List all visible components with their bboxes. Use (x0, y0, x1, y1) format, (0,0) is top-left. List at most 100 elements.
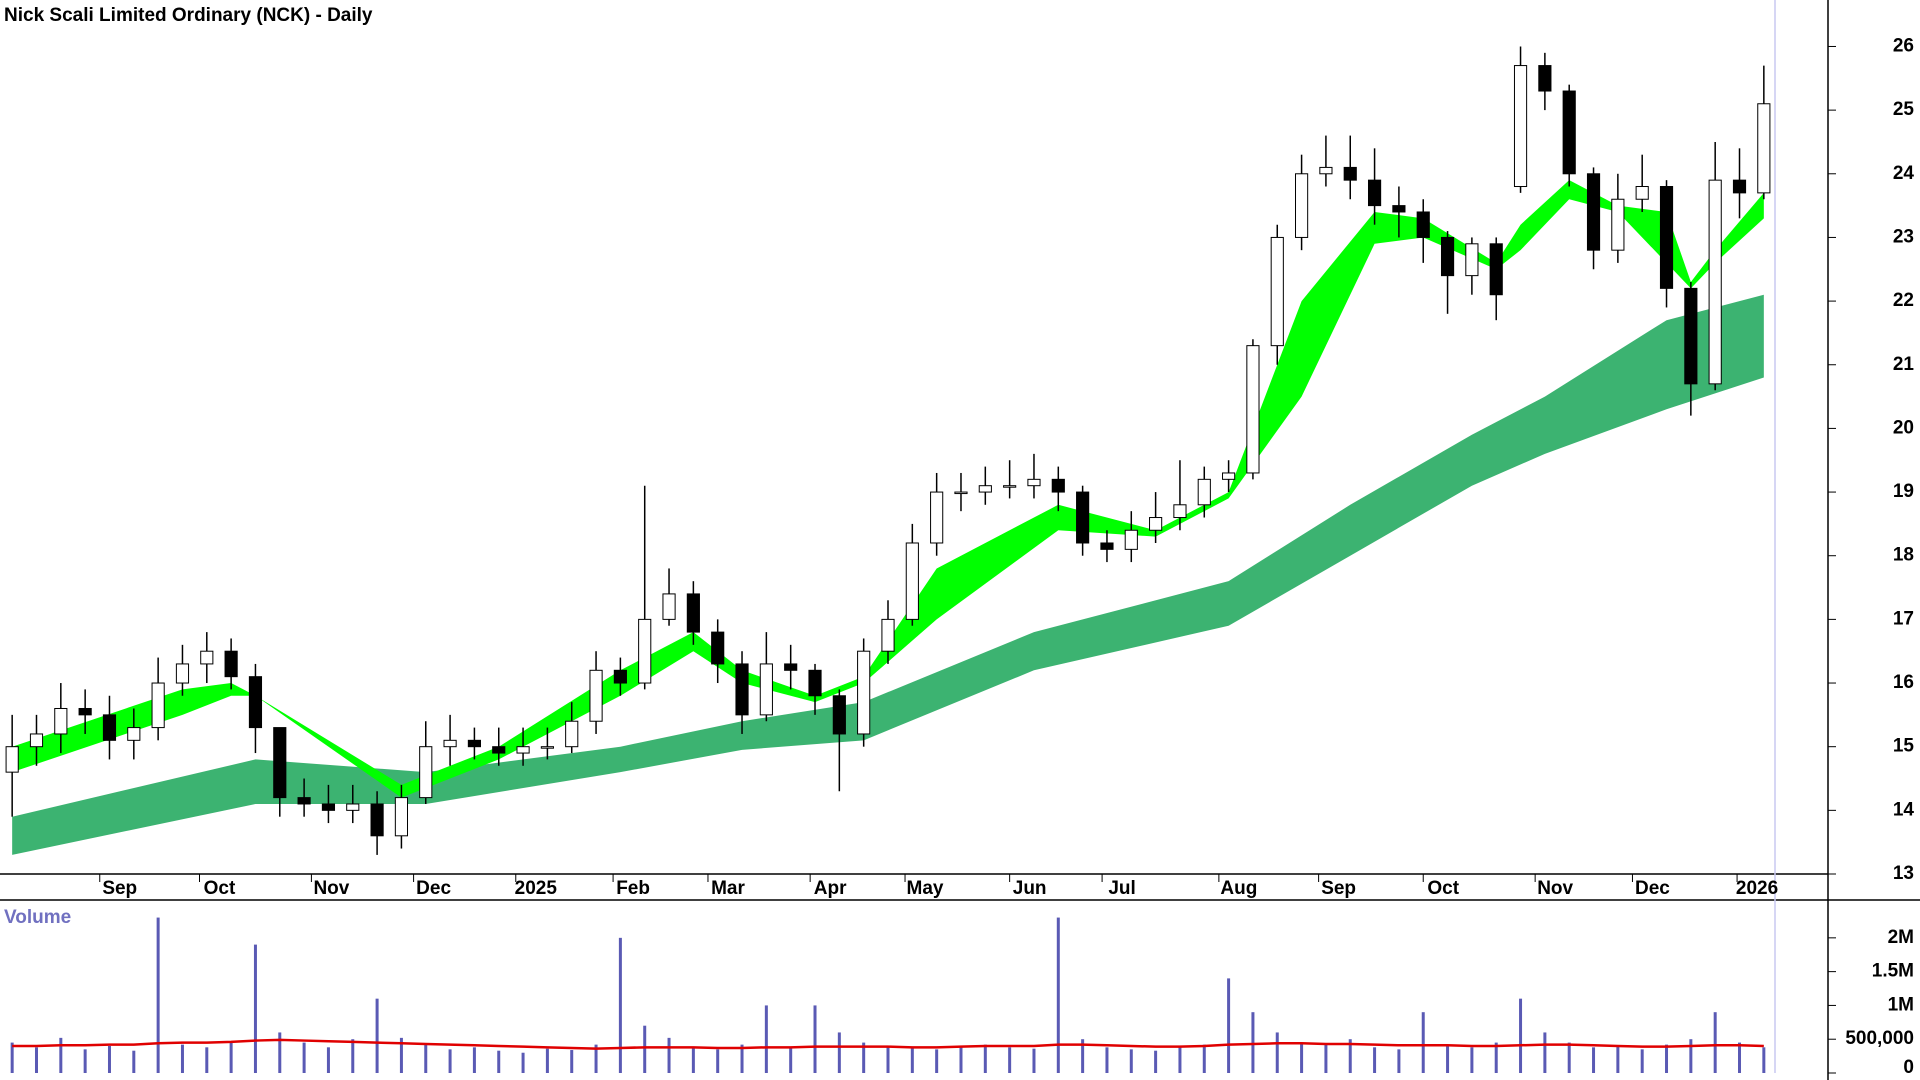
volume-bar (1105, 1047, 1109, 1073)
volume-average (12, 1038, 1764, 1050)
volume-bar (716, 1049, 720, 1073)
candle-body (1027, 478, 1041, 487)
candle-body (1149, 517, 1163, 531)
candle-body (102, 714, 117, 741)
candle-body (1659, 186, 1674, 289)
candle-body (1124, 529, 1138, 550)
band (12, 294, 1764, 855)
candle-body (589, 669, 603, 722)
volume-bar (180, 1044, 184, 1073)
candle-body (711, 631, 725, 665)
candle-body (1173, 504, 1187, 519)
volume-bar (1762, 1047, 1766, 1073)
candle-body (1732, 179, 1747, 194)
candle-body (1465, 243, 1479, 277)
candle-body (1513, 65, 1528, 188)
volume-bar (1446, 1044, 1450, 1073)
volume-bar (278, 1032, 282, 1073)
candle-body (1222, 472, 1236, 480)
candle-body (127, 727, 141, 741)
x-tick-label: Oct (204, 878, 236, 899)
volume-bar (302, 1042, 306, 1073)
y-tick-label: 14 (1893, 799, 1915, 820)
volume-bar (1324, 1044, 1328, 1073)
volume-bar (253, 944, 257, 1073)
volume-bar (10, 1042, 14, 1073)
volume-bar (521, 1052, 525, 1073)
candle-body (686, 593, 700, 633)
volume-bar (83, 1049, 87, 1073)
volume-bar (1519, 998, 1523, 1073)
candle-body (1003, 485, 1017, 488)
volume-title: Volume (4, 907, 71, 928)
volume-bar (837, 1032, 841, 1073)
candle-body (1489, 243, 1503, 296)
band (12, 180, 1764, 798)
volume-bar (1713, 1012, 1717, 1073)
candle-body (394, 797, 409, 837)
candle-body (1100, 542, 1114, 550)
x-tick-label: Sep (102, 878, 137, 899)
candle-body (78, 707, 92, 716)
x-tick-label: 2026 (1736, 878, 1778, 899)
candle-body (297, 797, 311, 805)
candle-body (200, 650, 214, 665)
y-tick-label: 21 (1893, 354, 1915, 375)
candle-body (1684, 287, 1698, 385)
volume-bar (1251, 1012, 1255, 1073)
candle-body (516, 746, 530, 754)
y-tick-label: 16 (1893, 672, 1914, 693)
candle-body (1197, 478, 1211, 506)
volume-bar (789, 1047, 793, 1073)
candle-body (662, 593, 676, 620)
y-tick-label: 25 (1893, 99, 1915, 120)
candle-body (1538, 65, 1552, 92)
x-tick-label: May (907, 878, 944, 899)
candle-body (1757, 103, 1771, 194)
candle-body (224, 650, 238, 678)
volume-bar (764, 1005, 768, 1073)
chart-title: Nick Scali Limited Ordinary (NCK) - Dail… (4, 5, 373, 26)
x-tick-label: Aug (1220, 878, 1257, 899)
volume-bar (1689, 1039, 1693, 1073)
volume-bar (910, 1047, 914, 1073)
y-tick-label: 500,000 (1845, 1028, 1914, 1049)
candle-body (1076, 491, 1090, 544)
volume-bar (1081, 1039, 1085, 1073)
volume-bar (545, 1048, 549, 1073)
candle-body (443, 739, 457, 748)
candle-body (467, 739, 481, 748)
volume-bar (1665, 1044, 1669, 1073)
candle-body (273, 727, 287, 799)
volume-bar (326, 1047, 330, 1073)
x-tick-label: 2025 (515, 878, 558, 899)
volume-bar (886, 1045, 890, 1073)
volume-bar (570, 1050, 574, 1073)
volume-bar (1348, 1039, 1352, 1073)
volume-bar (935, 1049, 939, 1073)
candle-body (1392, 205, 1406, 213)
y-tick-label: 2M (1888, 927, 1914, 948)
volume-bar (813, 1005, 817, 1073)
volume-bar (1421, 1012, 1425, 1073)
candle-body (5, 746, 19, 773)
volume-bar (1616, 1045, 1620, 1073)
candle-body (565, 720, 579, 748)
candle-body (540, 746, 554, 749)
x-tick-label: Sep (1321, 878, 1356, 899)
x-tick-label: Oct (1427, 878, 1459, 899)
candle-body (1270, 236, 1284, 347)
volume-bar (156, 917, 160, 1073)
volume-bar (1227, 978, 1231, 1073)
volume-bar (1373, 1047, 1377, 1073)
x-tick-label: Mar (711, 878, 745, 899)
volume-bar (1397, 1049, 1401, 1073)
volume-bar (1592, 1047, 1596, 1073)
y-tick-label: 18 (1893, 545, 1914, 566)
candle-body (905, 542, 919, 620)
volume-bar (959, 1047, 963, 1073)
volume-bar (983, 1044, 987, 1073)
y-tick-label: 13 (1893, 863, 1914, 884)
